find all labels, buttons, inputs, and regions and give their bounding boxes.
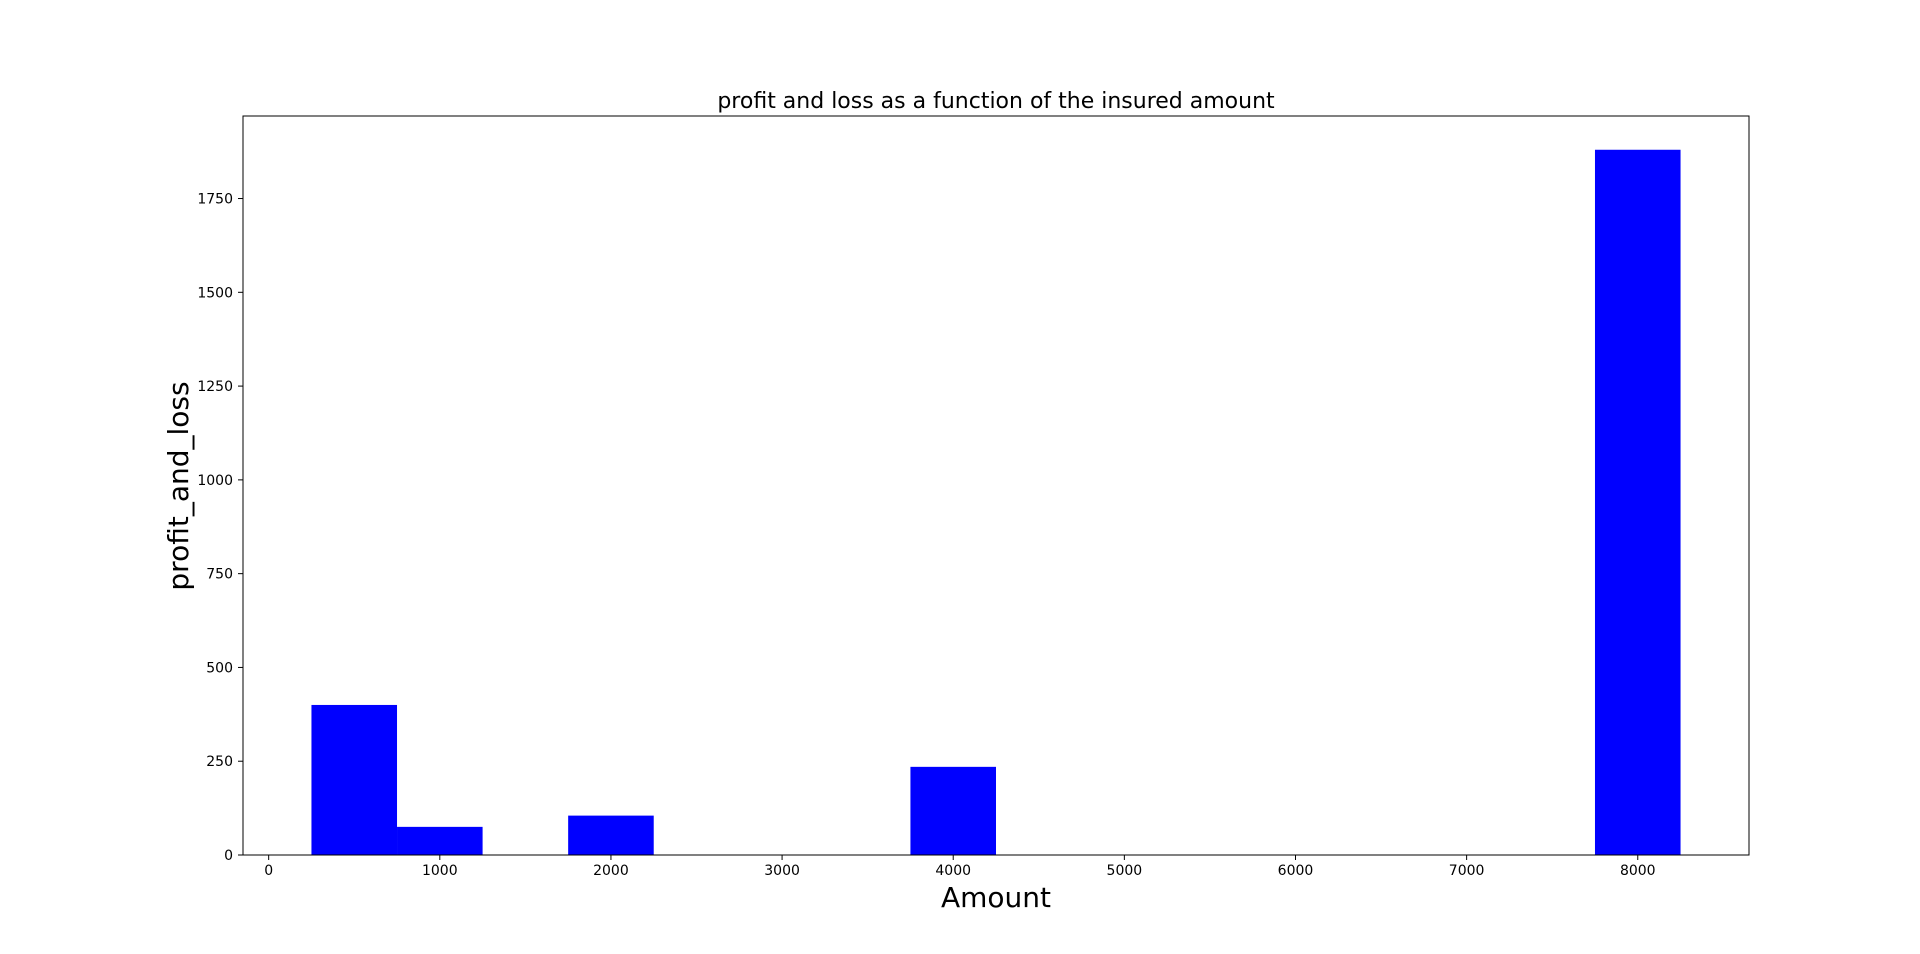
x-tick-label: 4000	[935, 863, 971, 879]
y-tick-label: 1500	[197, 285, 233, 301]
bar-8000	[1594, 149, 1681, 856]
x-tick-label: 2000	[593, 863, 629, 879]
x-tick-label: 7000	[1449, 863, 1485, 879]
y-axis: 0 250 500 750 1000 1250 1500 1750	[197, 192, 243, 864]
x-tick-label: 1000	[422, 863, 458, 879]
plot-area-frame	[242, 115, 1750, 856]
bar-4000	[910, 766, 996, 855]
x-tick-label: 5000	[1107, 863, 1143, 879]
y-axis-title: profit_and_loss	[162, 381, 195, 590]
y-tick-label: 750	[206, 567, 233, 583]
bar-500	[311, 704, 398, 855]
bars-group	[311, 149, 1681, 856]
chart-title: profit and loss as a function of the ins…	[717, 89, 1275, 114]
x-axis: 0 1000 2000 3000 4000 5000 6000 7000 8000	[264, 855, 1656, 879]
x-tick-label: 8000	[1620, 863, 1656, 879]
bar-1000	[397, 826, 483, 855]
bar-2000	[568, 815, 654, 855]
y-tick-label: 1750	[197, 192, 233, 208]
y-tick-label: 1250	[197, 379, 233, 395]
x-tick-label: 6000	[1278, 863, 1314, 879]
y-tick-label: 250	[206, 754, 233, 770]
x-tick-label: 3000	[764, 863, 800, 879]
y-tick-label: 0	[224, 848, 233, 864]
x-axis-title: Amount	[941, 881, 1051, 914]
y-tick-label: 500	[206, 660, 233, 676]
y-tick-label: 1000	[197, 473, 233, 489]
x-tick-label: 0	[264, 863, 273, 879]
